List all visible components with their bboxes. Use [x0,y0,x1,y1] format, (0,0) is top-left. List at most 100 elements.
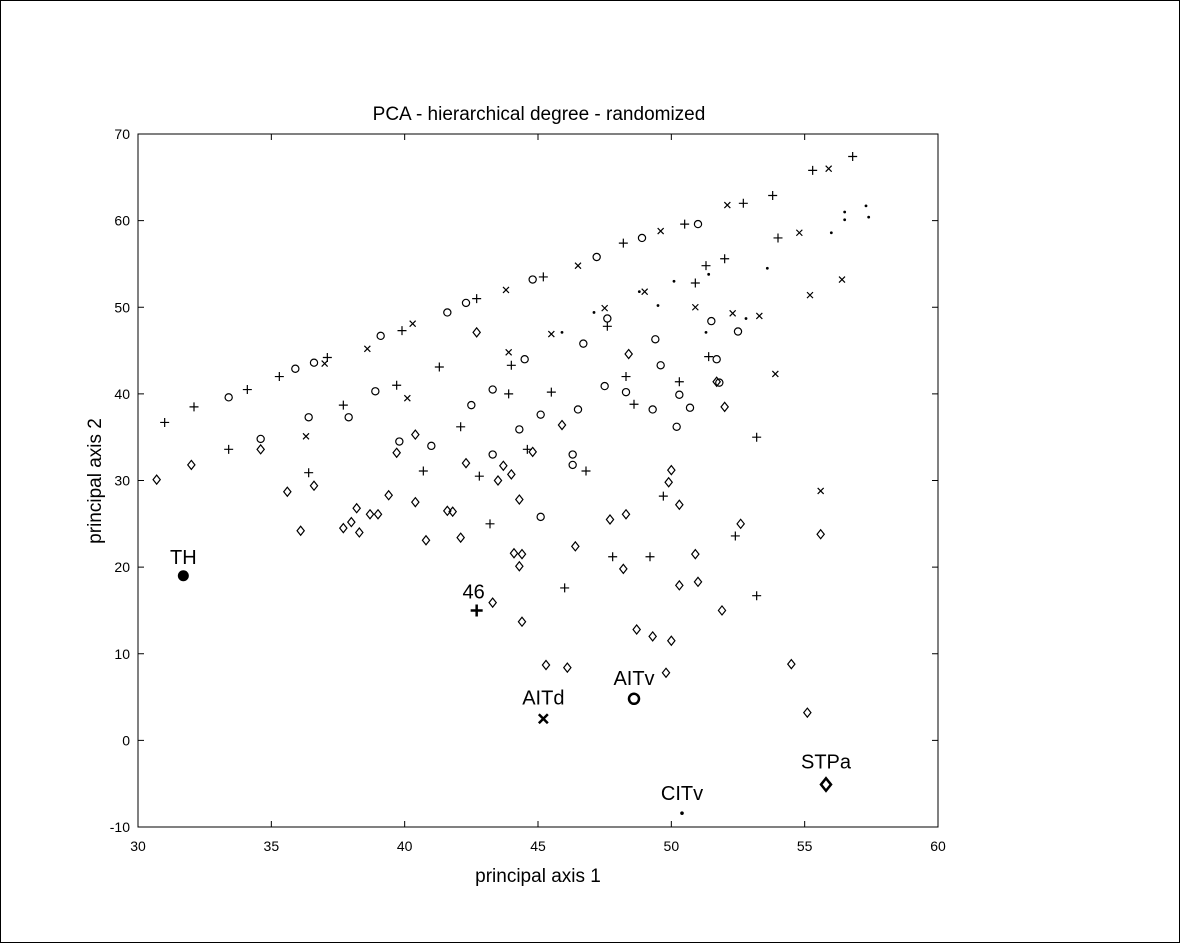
chart-title: PCA - hierarchical degree - randomized [373,104,706,125]
data-point [744,317,748,320]
data-point [256,434,265,444]
data-point [600,381,609,391]
data-point [752,591,762,601]
y-tick-label: 60 [114,213,130,229]
plot-area [137,133,939,828]
data-point [384,489,394,501]
highlight-marker [680,811,684,815]
y-tick-label: 40 [114,386,130,402]
data-point [309,358,319,367]
y-tick-label: 20 [114,559,130,575]
data-point [666,464,676,476]
data-point [560,330,564,334]
data-point [603,314,612,323]
data-point [467,400,476,410]
x-tick-label: 50 [664,838,680,854]
data-point [733,327,743,336]
highlight-label: STPa [801,752,852,774]
data-point [592,252,601,262]
data-point [291,364,300,373]
data-point [675,390,684,399]
data-point [648,630,658,642]
data-point [621,372,631,382]
data-point [680,219,690,229]
data-point [672,279,676,283]
data-point [618,238,628,248]
data-point [621,508,631,520]
data-point [768,191,778,201]
data-point [608,552,618,562]
highlight-label: 46 [463,581,485,603]
data-point [186,459,196,471]
data-point [517,548,527,560]
data-point [704,330,708,334]
data-point [371,387,380,396]
data-point [690,548,700,560]
data-point [256,443,266,455]
data-point [189,402,199,412]
data-point [720,401,730,413]
data-point [410,496,420,508]
data-point [504,389,514,399]
data-point [434,362,444,372]
y-tick-label: -10 [110,819,130,835]
data-point [656,361,665,370]
data-point [472,326,482,338]
data-point [304,413,313,422]
data-point [773,233,783,243]
data-point [321,360,329,367]
data-point [657,227,665,235]
highlight-marker [177,570,189,582]
data-point [574,262,582,270]
data-point [456,532,466,544]
data-point [443,308,452,317]
data-point [771,370,779,378]
data-point [581,466,591,476]
data-point [397,326,407,336]
data-point [752,432,762,442]
x-tick-label: 55 [797,838,813,854]
data-point [658,491,668,501]
x-tick-label: 30 [130,838,146,854]
data-point [528,275,537,284]
data-point [474,471,484,481]
data-point [410,429,420,441]
data-point [624,348,634,360]
data-point [661,667,671,679]
data-point [817,487,825,495]
data-point [505,348,513,356]
data-point [579,339,588,348]
data-point [707,272,711,276]
data-point [648,405,657,414]
y-tick-label: 30 [114,473,130,489]
data-point [515,425,524,434]
data-point [304,468,314,478]
data-point [621,387,631,397]
data-point [282,486,292,498]
data-point [506,360,516,370]
data-point [456,422,466,432]
data-point [448,506,458,518]
data-point [528,446,538,458]
highlight-marker [537,713,549,725]
data-point [514,560,524,572]
highlighted-areas: TH 46 AITd AITv CITv STPa [170,547,852,815]
data-point [637,233,647,243]
data-point [365,508,375,520]
x-tick-label: 45 [530,838,546,854]
data-point [502,286,510,294]
data-point [664,476,674,488]
data-point [723,201,731,209]
data-point [541,659,551,671]
data-point [838,276,846,283]
x-axis: 30 35 40 45 50 55 60 [130,134,946,854]
data-point [704,352,714,362]
highlight-label: AITd [522,688,564,710]
data-point [755,312,763,320]
x-tick-label: 60 [930,838,946,854]
data-point [536,512,545,522]
data-point [392,380,402,390]
data-point [570,540,580,552]
data-point [538,272,548,282]
x-axis-label: principal axis 1 [475,866,601,887]
